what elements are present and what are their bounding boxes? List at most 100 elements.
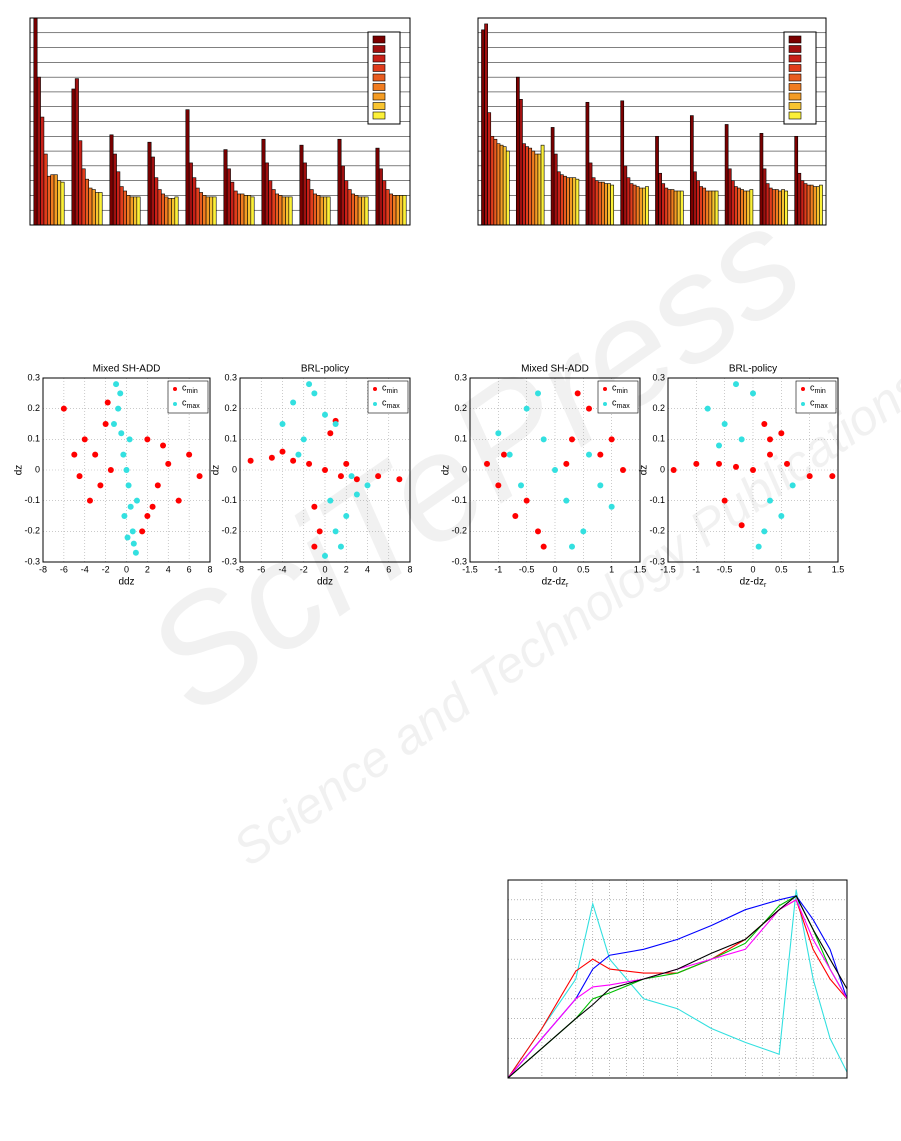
scatter-point [761,528,768,535]
scatter-point [268,454,275,461]
y-tick-label: 0.2 [224,403,237,413]
x-tick-label: 0 [124,564,129,574]
y-tick-label: 0 [462,464,467,474]
legend-swatch [788,92,802,101]
scatter-point [102,421,109,427]
y-tick-label: 0.1 [652,434,665,444]
plot-frame [469,377,641,563]
bar [50,174,55,226]
bar [556,171,561,226]
bar [642,187,646,226]
bar [740,189,744,226]
bar [395,195,400,226]
scatter-point [563,460,570,467]
legend-swatch [372,54,386,63]
bar [91,189,96,226]
x-tick-label: 0 [322,564,327,574]
bar [309,189,314,226]
scatter-point [311,390,318,397]
legend [367,31,401,125]
scatter-point [132,549,139,556]
bar [525,146,529,226]
plot-frame [667,377,839,563]
x-axis-label: dz-dzr [542,577,569,590]
bar [638,187,643,226]
bar [212,196,217,226]
x-axis-label: dz-dzr [740,577,767,590]
scatter-point [343,513,350,519]
bar [357,196,362,226]
bar [591,177,596,226]
scatter-point [716,460,722,467]
scatter-point [506,451,513,458]
bar [623,165,628,226]
bar [243,195,248,226]
bar [487,112,492,226]
bar [202,195,207,226]
legend-swatch [788,73,802,82]
legend-swatch [372,35,386,44]
scatter-point [761,421,768,427]
bar [610,184,615,226]
legend-marker [801,387,805,391]
legend-marker [603,387,607,391]
scatter-point [733,381,739,388]
scatter-point [154,482,161,489]
scatter-point [300,436,307,443]
bar [531,150,536,226]
bar [604,183,608,226]
x-tick-label: -1.5 [462,564,478,574]
scatter-point [353,476,360,483]
bar [81,168,86,226]
x-tick-label: -2 [102,564,110,574]
y-tick-label: 0.1 [454,434,467,444]
bar [702,187,707,226]
bar [737,187,741,226]
scatter-point [484,460,490,467]
scatter-point [569,436,575,443]
scatter-point [535,390,541,397]
y-tick-label: 0.3 [224,372,237,382]
bar [812,186,817,226]
bar [819,184,823,226]
bar [319,196,324,226]
y-tick-label: 0 [35,464,40,474]
scatter-point [86,497,93,504]
scatter-point [76,473,83,480]
bar [389,193,393,226]
x-tick-label: 0.5 [577,564,590,574]
bar [326,196,331,226]
chart-title: Mixed SH-ADD [93,364,161,375]
bar [340,165,345,226]
scatter-point [396,476,403,483]
bar [275,193,279,226]
legend-swatch [788,35,802,44]
bar [673,190,678,226]
x-tick-label: -4 [81,564,89,574]
x-axis-label: ddz [317,577,333,588]
scatter-point [337,543,344,550]
bar [597,181,602,226]
scatter-point [127,503,134,510]
x-tick-label: -8 [236,564,244,574]
x-tick-label: 2 [145,564,150,574]
y-tick-label: -0.1 [451,495,467,505]
scatter-point [608,503,615,510]
scatter-point [512,513,519,519]
scatter-point [133,497,140,504]
bar [714,190,719,226]
scatter-point [540,436,547,443]
bar [313,193,317,226]
bar [116,171,121,226]
chart-title: BRL-policy [301,364,349,375]
plot-frame [29,17,411,226]
bar [316,195,321,226]
line-series [507,894,848,1079]
x-tick-label: 4 [365,564,370,574]
y-tick-label: 0.3 [27,372,40,382]
y-tick-label: -0.1 [649,495,665,505]
y-tick-label: -0.3 [451,556,467,566]
y-axis-label: dz [639,465,650,476]
